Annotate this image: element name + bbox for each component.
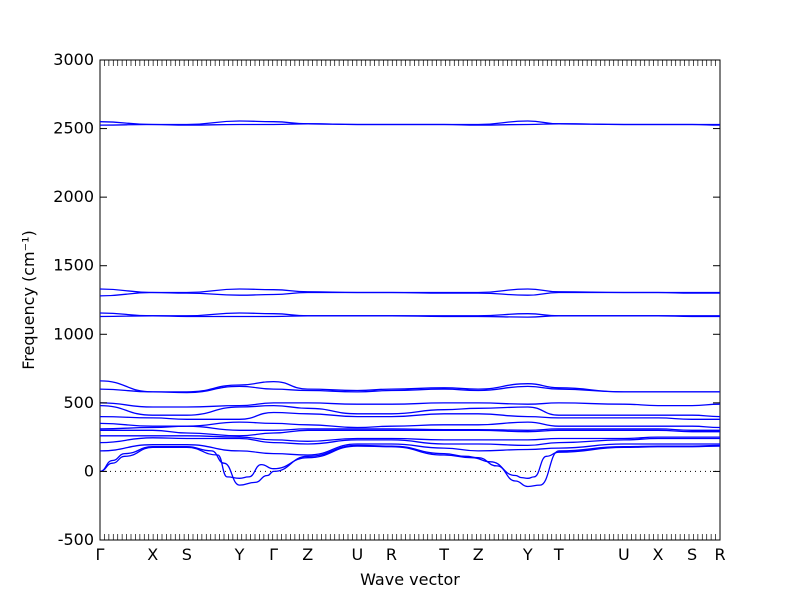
x-tick-label: T xyxy=(438,545,449,564)
band-line-10 xyxy=(99,404,721,418)
x-tick-label: X xyxy=(653,545,664,564)
y-tick-label: 1500 xyxy=(53,256,94,275)
band-line-9 xyxy=(99,402,721,408)
x-tick-label: X xyxy=(147,545,158,564)
band-line-16 xyxy=(99,437,720,447)
x-tick-label: U xyxy=(618,545,630,564)
band-line-19 xyxy=(99,445,721,479)
x-tick-label: Y xyxy=(234,545,245,564)
x-tick-label: R xyxy=(386,545,397,564)
band-line-12 xyxy=(99,421,721,429)
y-axis-label: Frequency (cm⁻¹) xyxy=(19,230,38,369)
x-tick-label: T xyxy=(553,545,564,564)
band-line-17 xyxy=(99,443,720,456)
y-tick-label: 500 xyxy=(63,393,94,412)
x-tick-label: Γ xyxy=(269,545,278,564)
y-tick-label: 2500 xyxy=(53,119,94,138)
x-tick-label: S xyxy=(182,545,192,564)
minor-ticks xyxy=(99,60,721,540)
x-tick-label: Y xyxy=(522,545,533,564)
band-line-13 xyxy=(99,425,720,431)
x-tick-label: Z xyxy=(302,545,313,564)
plot-frame xyxy=(99,59,721,541)
x-tick-label: Z xyxy=(473,545,484,564)
band-line-4 xyxy=(99,291,720,297)
x-tick-label: U xyxy=(351,545,363,564)
y-tick-label: 2000 xyxy=(53,187,94,206)
band-line-8 xyxy=(99,385,720,394)
x-tick-label: R xyxy=(714,545,725,564)
y-axis-ticks: -500 0 500 1000 1500 2000 2500 3000 xyxy=(53,50,720,549)
y-tick-label: 0 xyxy=(84,461,94,480)
series-group xyxy=(99,120,721,488)
band-line-15 xyxy=(100,435,720,442)
x-tick-label: S xyxy=(687,545,697,564)
y-tick-label: -500 xyxy=(58,530,94,549)
band-line-11 xyxy=(99,411,720,420)
y-tick-label: 3000 xyxy=(53,50,94,69)
band-line-2 xyxy=(99,123,721,126)
x-tick-label: Γ xyxy=(96,545,105,564)
y-tick-label: 1000 xyxy=(53,324,94,343)
x-axis-label: Wave vector xyxy=(360,570,460,589)
band-line-14 xyxy=(100,429,720,437)
band-line-6 xyxy=(99,315,720,318)
